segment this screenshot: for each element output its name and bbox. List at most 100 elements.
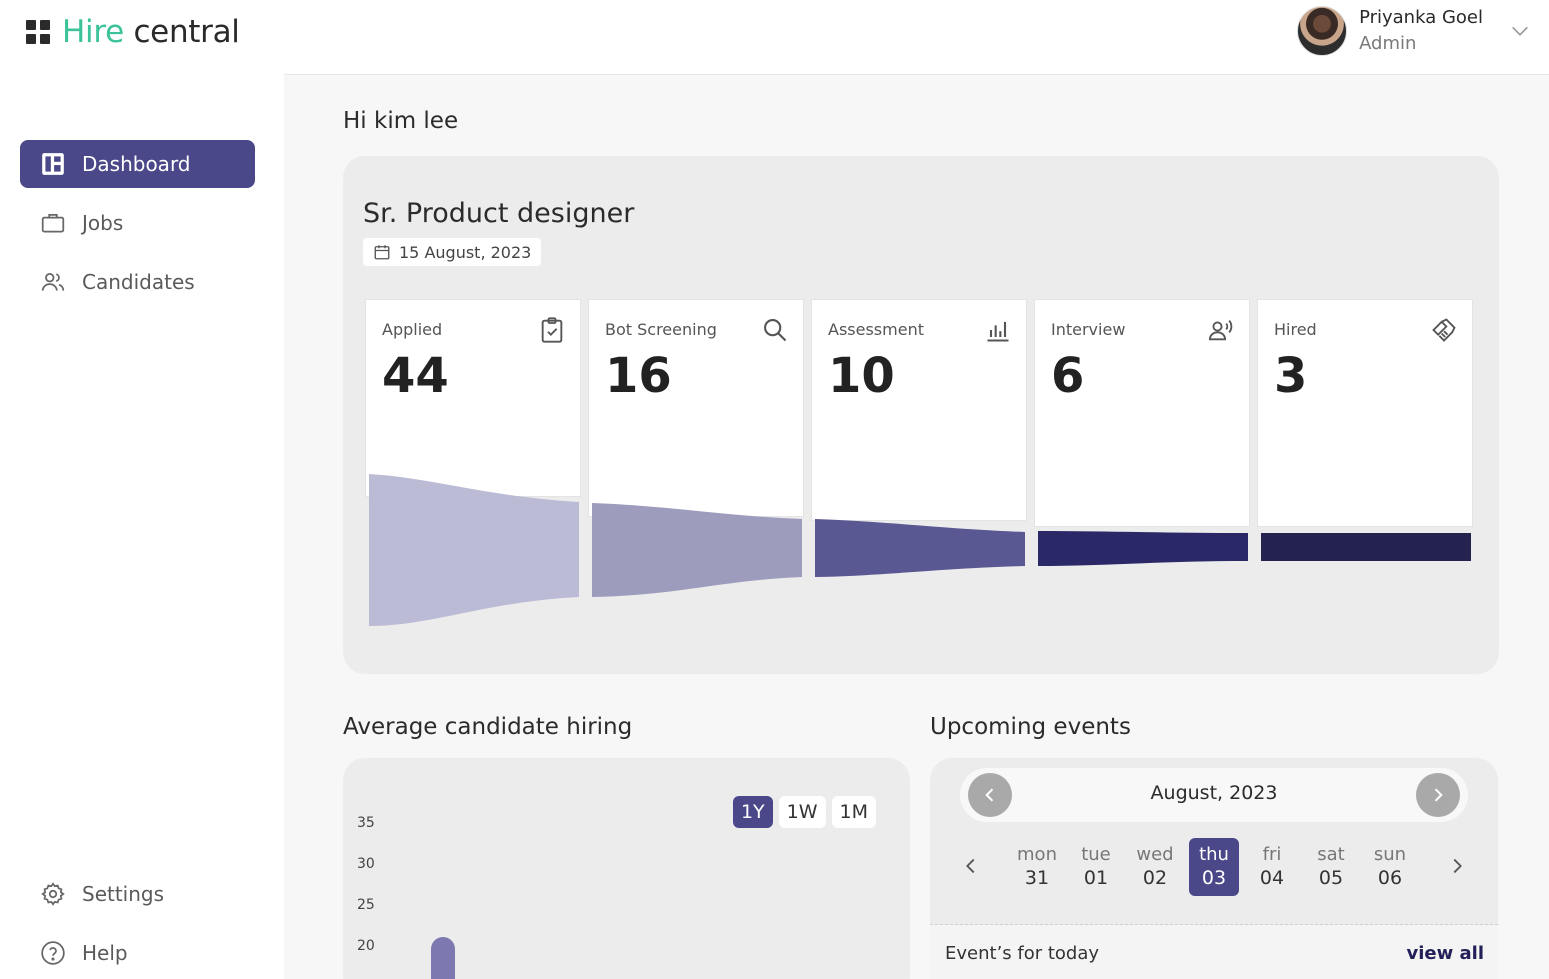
funnel-segment-assessment xyxy=(815,519,1025,577)
y-tick-label: 20 xyxy=(357,938,375,954)
y-tick-label: 30 xyxy=(357,856,375,872)
job-date-text: 15 August, 2023 xyxy=(399,242,532,262)
sidebar-item-candidates[interactable]: Candidates xyxy=(20,258,255,306)
range-button-1m[interactable]: 1M xyxy=(831,796,876,828)
avg-hiring-title: Average candidate hiring xyxy=(343,714,633,740)
day-number: 06 xyxy=(1377,867,1403,889)
day-name: tue xyxy=(1081,844,1111,865)
view-all-link[interactable]: view all xyxy=(1406,943,1485,964)
brand-central: central xyxy=(133,14,240,50)
day-name: mon xyxy=(1017,844,1057,865)
day-fri[interactable]: fri 04 xyxy=(1247,838,1297,896)
upcoming-events-card: August, 2023 mon 31 tue 01 wed 02 thu 03 fri… xyxy=(930,758,1498,979)
stage-card-applied[interactable]: Applied 44 xyxy=(365,299,581,497)
help-icon xyxy=(41,941,65,965)
chevron-down-icon[interactable] xyxy=(1509,20,1531,42)
brand-hire: Hire xyxy=(62,14,124,50)
stage-value: 3 xyxy=(1274,348,1308,404)
brand-name: Hire central xyxy=(62,14,240,50)
day-number: 05 xyxy=(1318,867,1344,889)
stage-value: 6 xyxy=(1051,348,1085,404)
range-button-1w[interactable]: 1W xyxy=(778,796,826,828)
day-number: 31 xyxy=(1024,867,1050,889)
range-button-1y[interactable]: 1Y xyxy=(732,796,773,828)
stage-label: Bot Screening xyxy=(605,320,717,339)
calendar-icon xyxy=(374,245,390,260)
day-name: sat xyxy=(1317,844,1345,865)
day-tue[interactable]: tue 01 xyxy=(1071,838,1121,896)
handshake-icon xyxy=(1432,318,1456,342)
sidebar-item-dashboard[interactable]: Dashboard xyxy=(20,140,255,188)
sidebar-item-label: Candidates xyxy=(82,270,195,294)
speaking-person-icon xyxy=(1208,320,1233,341)
day-mon[interactable]: mon 31 xyxy=(1012,838,1062,896)
briefcase-icon xyxy=(41,214,65,233)
prev-week-arrow-icon[interactable] xyxy=(960,854,982,878)
sidebar-item-label: Dashboard xyxy=(82,152,191,176)
day-number: 04 xyxy=(1259,867,1285,889)
job-pipeline-card: Sr. Product designer 15 August, 2023 App… xyxy=(343,156,1499,674)
sidebar-item-settings[interactable]: Settings xyxy=(20,870,255,918)
stage-card-bot-screening[interactable]: Bot Screening 16 xyxy=(588,299,804,517)
chevron-left-icon xyxy=(985,788,994,802)
y-tick-label: 25 xyxy=(357,897,375,913)
user-info: Priyanka Goel Admin xyxy=(1359,5,1483,57)
stage-label: Hired xyxy=(1274,320,1317,339)
funnel-segment-hired xyxy=(1261,533,1471,561)
users-icon xyxy=(41,273,65,291)
avatar xyxy=(1297,6,1348,56)
funnel-segment-interview xyxy=(1038,531,1248,566)
app-logo[interactable]: Hire central xyxy=(26,14,240,50)
stage-value: 10 xyxy=(828,348,895,404)
day-name: wed xyxy=(1136,844,1174,865)
job-date: 15 August, 2023 xyxy=(363,238,542,266)
sidebar-item-label: Help xyxy=(82,941,128,965)
stage-card-hired[interactable]: Hired 3 xyxy=(1257,299,1473,527)
stage-card-assessment[interactable]: Assessment 10 xyxy=(811,299,1027,521)
top-bar: Priyanka Goel Admin xyxy=(284,0,1549,75)
stage-label: Assessment xyxy=(828,320,924,339)
day-sun[interactable]: sun 06 xyxy=(1365,838,1415,896)
next-week-arrow-icon[interactable] xyxy=(1446,854,1468,878)
job-title[interactable]: Sr. Product designer xyxy=(363,198,635,229)
stage-card-interview[interactable]: Interview 6 xyxy=(1034,299,1250,527)
search-icon xyxy=(764,319,787,342)
day-number: 02 xyxy=(1142,867,1168,889)
day-number: 03 xyxy=(1201,867,1227,889)
divider xyxy=(930,924,1498,925)
dashboard-icon xyxy=(42,153,64,175)
month-label: August, 2023 xyxy=(1150,782,1278,804)
stage-label: Interview xyxy=(1051,320,1126,339)
user-menu[interactable]: Priyanka Goel Admin xyxy=(1297,5,1531,57)
sidebar-item-label: Jobs xyxy=(82,211,124,235)
y-tick-label: 35 xyxy=(357,815,375,831)
clipboard-check-icon xyxy=(541,317,563,343)
day-name: thu xyxy=(1199,844,1229,865)
range-selector: 1Y 1W 1M xyxy=(732,796,876,828)
day-number: 01 xyxy=(1083,867,1109,889)
chart-bar[interactable] xyxy=(431,937,455,979)
user-name: Priyanka Goel xyxy=(1359,7,1483,28)
day-thu-selected[interactable]: thu 03 xyxy=(1189,838,1239,896)
events-today-label: Event’s for today xyxy=(945,943,1100,964)
grid-icon xyxy=(26,20,50,44)
stage-value: 16 xyxy=(605,348,672,404)
sidebar-item-jobs[interactable]: Jobs xyxy=(20,199,255,247)
avg-hiring-chart-card: 1Y 1W 1M 35 30 25 20 xyxy=(343,758,910,979)
chevron-right-icon xyxy=(1434,788,1443,802)
month-navigator: August, 2023 xyxy=(960,768,1468,822)
stage-label: Applied xyxy=(382,320,443,339)
day-name: fri xyxy=(1262,844,1282,865)
sidebar: Hire central Dashboard Jobs Candidates xyxy=(0,0,284,979)
next-month-button[interactable] xyxy=(1416,773,1460,817)
sidebar-item-label: Settings xyxy=(82,882,165,906)
day-sat[interactable]: sat 05 xyxy=(1306,838,1356,896)
events-today-panel: Event’s for today view all xyxy=(930,925,1498,979)
stage-value: 44 xyxy=(382,348,449,404)
day-wed[interactable]: wed 02 xyxy=(1130,838,1180,896)
prev-month-button[interactable] xyxy=(968,773,1012,817)
bar-chart-icon xyxy=(987,321,1009,342)
upcoming-events-title: Upcoming events xyxy=(930,714,1131,740)
sidebar-item-help[interactable]: Help xyxy=(20,929,255,977)
funnel-segment-bot-screening xyxy=(592,503,802,597)
